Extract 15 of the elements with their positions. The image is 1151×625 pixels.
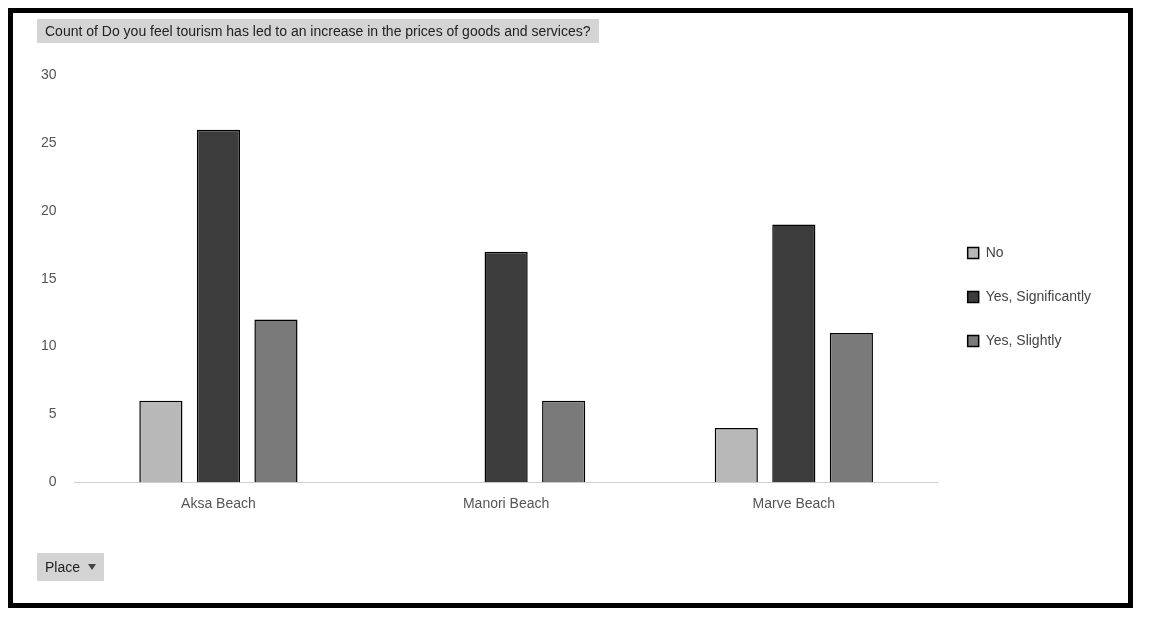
legend-label: Yes, Significantly — [985, 287, 1092, 304]
y-tick-label: 20 — [40, 201, 57, 218]
y-tick-label: 15 — [40, 269, 57, 286]
text: Place — [45, 559, 81, 575]
y-tick-label: 5 — [48, 405, 57, 422]
legend-label: Yes, Slightly — [985, 331, 1062, 348]
x-tick-label: Marve Beach — [752, 495, 836, 512]
y-tick-label: 0 — [48, 473, 57, 490]
x-tick-label: Aksa Beach — [181, 495, 256, 512]
x-tick-label: Manori Beach — [462, 495, 550, 512]
chart-title: Count of Do you feel tourism has led to an increase in the prices of goods and services? — [37, 19, 599, 43]
y-tick-label: 30 — [40, 66, 57, 83]
legend-label: No — [985, 243, 1004, 260]
y-tick-label: 10 — [40, 337, 57, 354]
y-tick-label: 25 — [40, 134, 57, 151]
